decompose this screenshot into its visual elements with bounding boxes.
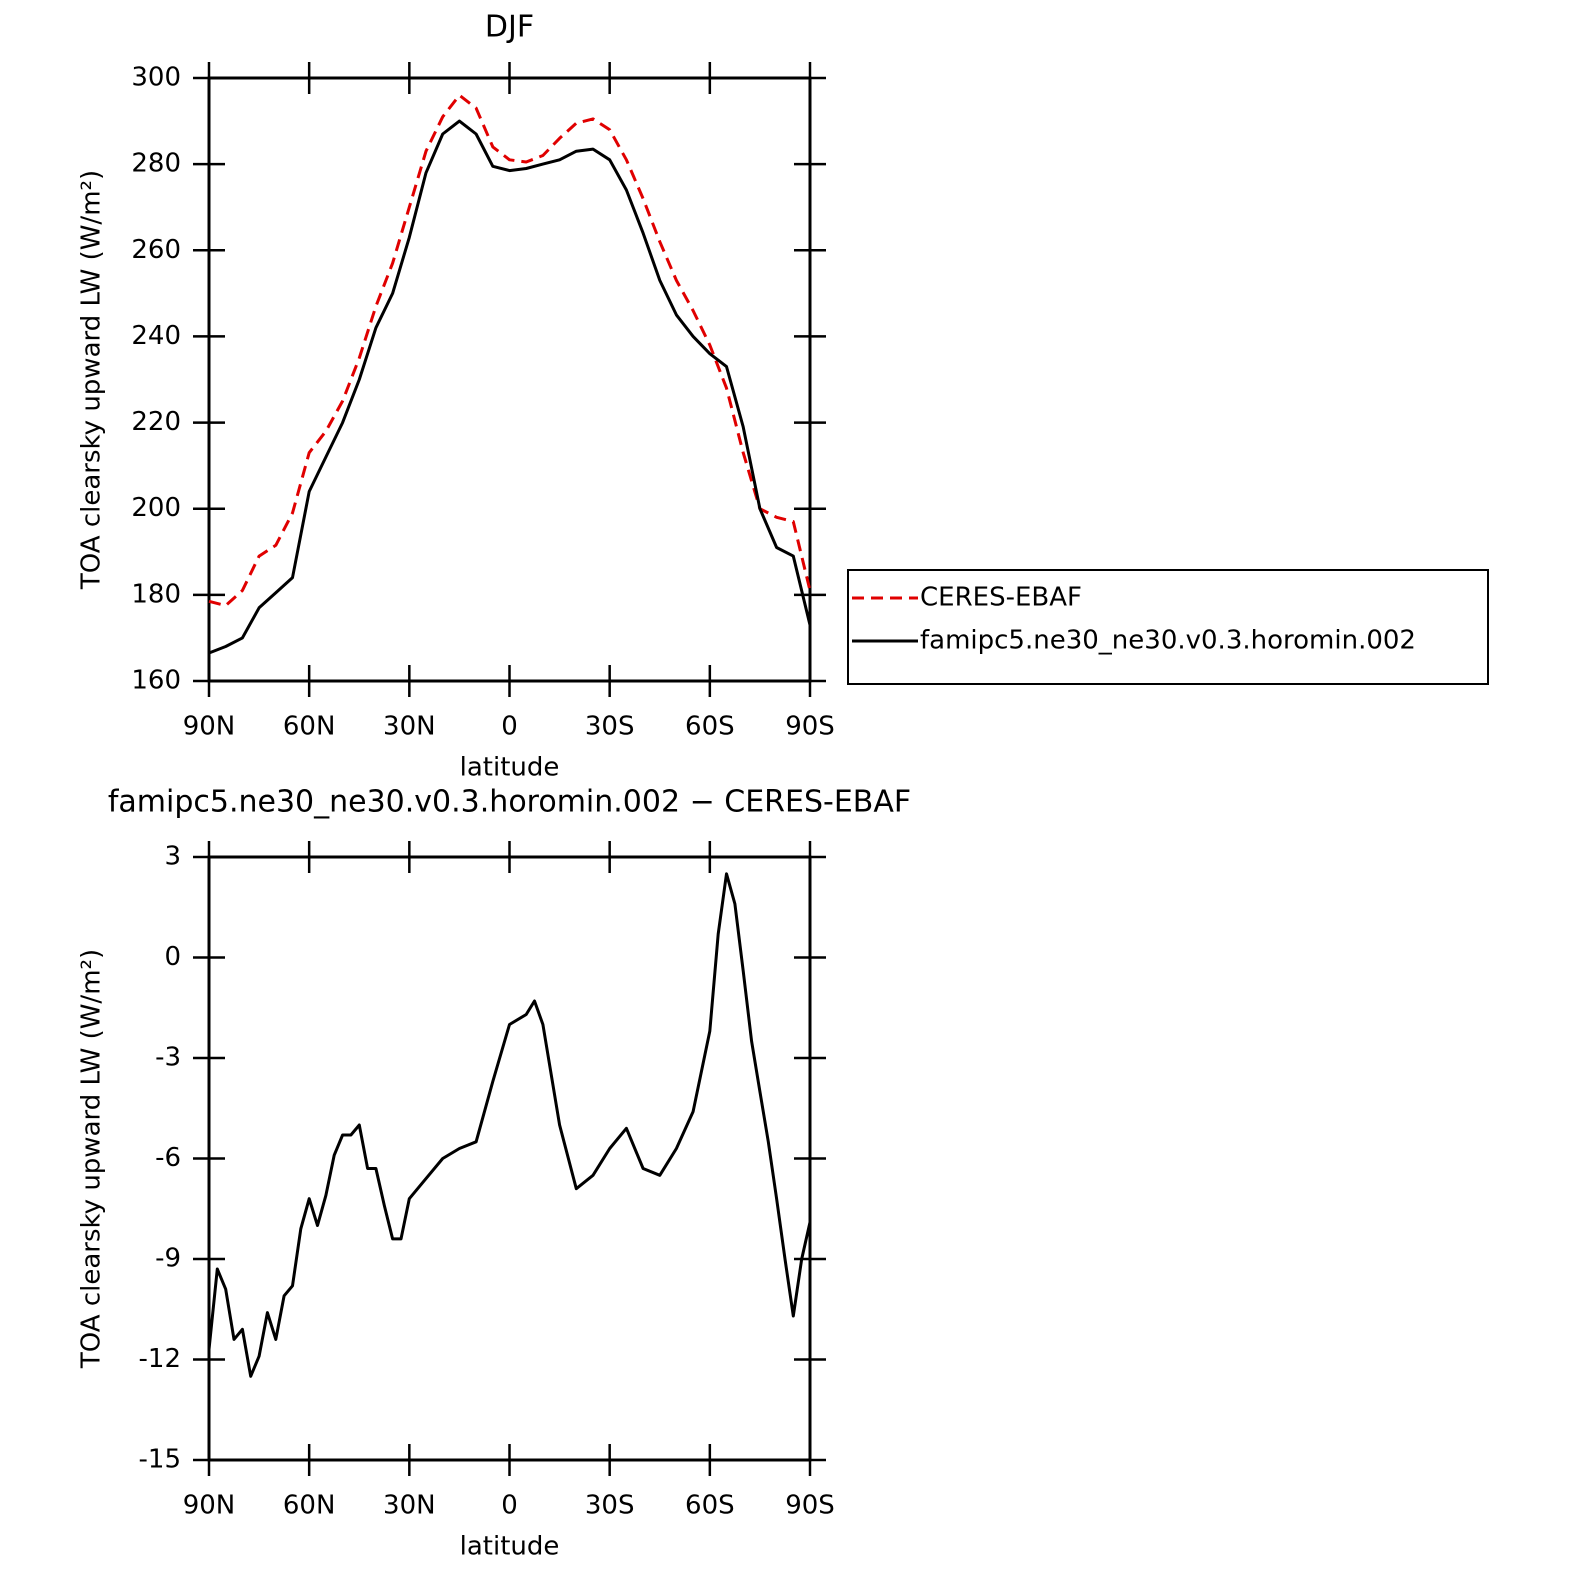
data-line [207,872,812,1378]
x-tick-label: 90N [183,1491,236,1521]
x-tick-label: 90S [785,1491,835,1521]
y-tick-label: 200 [131,493,181,523]
y-tick-label: 3 [164,842,181,872]
data-line [208,93,812,608]
y-tick-label: -9 [155,1244,181,1274]
plot-frame [207,76,812,683]
y-tick-label: -3 [155,1043,181,1073]
y-tick-label: 300 [131,63,181,93]
chart-title: DJF [485,10,534,45]
x-tick-label: 60N [283,712,336,742]
data-line [208,119,812,655]
legend-box [847,569,1489,685]
y-tick-label: 0 [164,942,181,972]
chart-title: famipc5.ne30_ne30.v0.3.horomin.002 − CER… [108,785,911,820]
x-tick-label: 30S [585,712,635,742]
x-axis-label: latitude [460,1532,560,1562]
y-tick-label: 240 [131,321,181,351]
x-tick-label: 0 [501,712,518,742]
y-tick-label: 280 [131,149,181,179]
plot-frame [207,855,812,1462]
y-tick-label: 260 [131,235,181,265]
y-tick-label: -12 [139,1344,181,1374]
y-tick-label: 180 [131,579,181,609]
legend-label: CERES-EBAF [920,583,1082,613]
x-tick-label: 90N [183,712,236,742]
x-axis-label: latitude [460,753,560,783]
x-tick-label: 30N [383,1491,436,1521]
y-tick-label: 160 [131,666,181,696]
y-axis-label: TOA clearsky upward LW (W/m²) [77,170,107,590]
x-tick-label: 30S [585,1491,635,1521]
x-tick-label: 60N [283,1491,336,1521]
x-tick-label: 30N [383,712,436,742]
y-tick-label: -15 [139,1445,181,1475]
y-axis-label: TOA clearsky upward LW (W/m²) [77,949,107,1369]
x-tick-label: 60S [685,1491,735,1521]
x-tick-label: 90S [785,712,835,742]
legend-label: famipc5.ne30_ne30.v0.3.horomin.002 [920,626,1416,656]
y-tick-label: -6 [155,1143,181,1173]
x-tick-label: 0 [501,1491,518,1521]
y-tick-label: 220 [131,407,181,437]
x-tick-label: 60S [685,712,735,742]
